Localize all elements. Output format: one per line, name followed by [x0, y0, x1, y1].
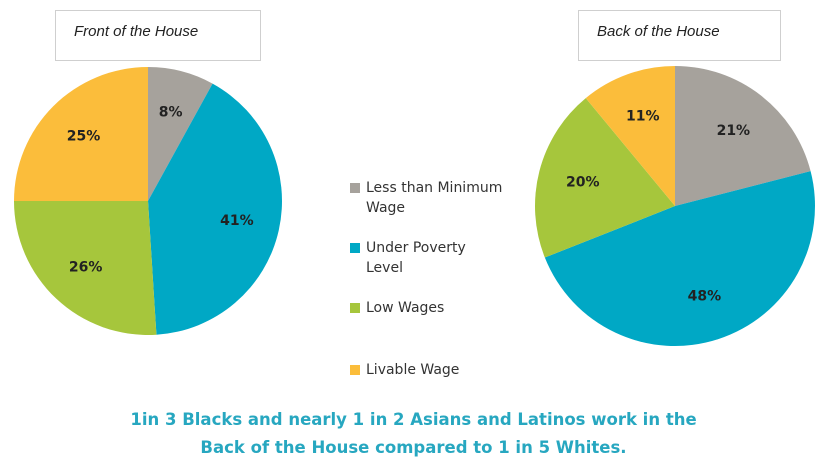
legend-swatch	[350, 243, 360, 253]
data-label: 41%	[220, 213, 254, 229]
chart-title: Back of the House	[578, 10, 781, 61]
pie-slice	[148, 83, 283, 335]
legend-item: Low Wages	[350, 298, 536, 318]
legend-label: Less than Minimum Wage	[366, 180, 503, 216]
legend-label: Livable Wage	[366, 362, 460, 378]
chart-title: Front of the House	[55, 10, 261, 61]
pie-slice	[14, 201, 157, 336]
caption-box: 1in 3 Blacks and nearly 1 in 2 Asians an…	[0, 406, 827, 462]
data-label: 26%	[69, 259, 103, 275]
caption: 1in 3 Blacks and nearly 1 in 2 Asians an…	[130, 410, 697, 457]
pie-slice	[535, 98, 675, 258]
pie-slice	[14, 67, 148, 201]
data-label: 20%	[566, 174, 600, 190]
data-label: 8%	[159, 105, 183, 121]
legend-label: Low Wages	[366, 300, 445, 316]
data-label: 11%	[626, 108, 660, 124]
pie-slice	[675, 66, 811, 206]
legend-item: Under Poverty Level	[350, 238, 536, 278]
legend-swatch	[350, 183, 360, 193]
data-label: 48%	[688, 289, 722, 305]
pie-slice	[544, 171, 815, 346]
pie-slice	[585, 66, 675, 206]
legend-swatch	[350, 303, 360, 313]
legend-label: Under Poverty Level	[366, 240, 466, 276]
data-label: 21%	[717, 123, 751, 139]
data-label: 25%	[67, 129, 101, 145]
legend-item: Less than Minimum Wage	[350, 178, 536, 218]
legend-swatch	[350, 365, 360, 375]
pie-slice	[148, 67, 213, 201]
legend-item: Livable Wage	[350, 360, 536, 380]
